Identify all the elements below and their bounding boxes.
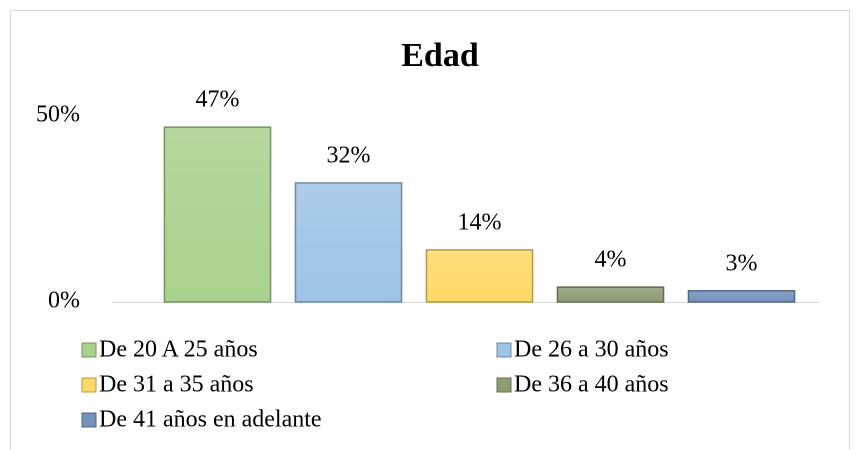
bar xyxy=(556,286,665,303)
bar xyxy=(687,290,796,303)
legend-label: De 36 a 40 años xyxy=(514,372,669,398)
bar xyxy=(425,249,534,303)
chart-title: Edad xyxy=(401,37,479,74)
legend-label: De 41 años en adelante xyxy=(99,407,322,433)
legend-swatch xyxy=(81,377,97,393)
legend-swatch xyxy=(81,412,97,428)
y-tick-label: 0% xyxy=(48,288,80,314)
legend-swatch xyxy=(496,342,512,358)
y-tick-label: 50% xyxy=(36,102,80,128)
data-label: 32% xyxy=(327,142,371,168)
legend-label: De 26 a 30 años xyxy=(514,337,669,363)
legend-swatch xyxy=(81,342,97,358)
bar xyxy=(294,182,403,303)
legend-label: De 20 A 25 años xyxy=(99,337,258,363)
legend-swatch xyxy=(496,377,512,393)
chart-frame xyxy=(10,10,850,450)
data-label: 47% xyxy=(196,87,240,113)
legend-label: De 31 a 35 años xyxy=(99,372,254,398)
data-label: 3% xyxy=(726,250,758,276)
data-label: 14% xyxy=(458,209,502,235)
data-label: 4% xyxy=(595,247,627,273)
bar xyxy=(163,126,272,303)
